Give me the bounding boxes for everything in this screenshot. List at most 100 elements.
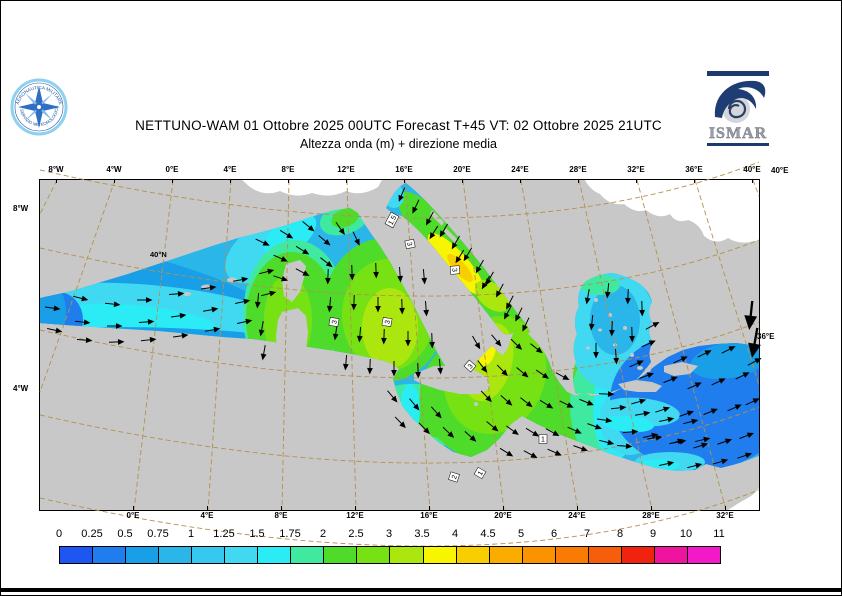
outside-domain-region <box>585 180 759 243</box>
axis-label-top: 12°E <box>337 165 355 174</box>
axis-label-bottom: 20°E <box>494 511 512 520</box>
axis-label-left: 8°W <box>13 204 29 213</box>
axis-label-right-36e: 36°E <box>757 332 775 341</box>
colorbar-tick-label: 2.5 <box>348 528 364 540</box>
islands <box>183 210 698 406</box>
axis-label-bottom: 32°E <box>716 511 734 520</box>
axis-tick <box>404 179 405 183</box>
axis-label-right-40e: 40°E <box>771 166 789 175</box>
axis-tick <box>172 179 173 183</box>
colorbar-cell <box>159 547 193 563</box>
axis-label-top: 8°E <box>281 165 295 174</box>
axis-tick <box>281 506 282 510</box>
axis-label-top: 0°E <box>165 165 179 174</box>
colorbar-cell <box>687 547 720 563</box>
colorbar-tick-label: 1.75 <box>279 528 301 540</box>
axis-tick <box>725 506 726 510</box>
axis-tick <box>694 179 695 183</box>
axis-label-bottom: 28°E <box>642 511 660 520</box>
axis-tick <box>207 506 208 510</box>
svg-text:1: 1 <box>477 470 485 477</box>
axis-label-top: 4°W <box>106 165 122 174</box>
latitude-label-40n: 40°N <box>150 250 167 259</box>
svg-text:2: 2 <box>451 474 459 480</box>
axis-label-bottom: 0°E <box>126 511 140 520</box>
colorbar-cell <box>93 547 127 563</box>
axis-label-left: 4°W <box>13 384 29 393</box>
colorbar-cell <box>390 547 424 563</box>
colorbar-tick-label: 3.5 <box>414 528 430 540</box>
axis-tick <box>230 179 231 183</box>
colorbar-tick-label: 3 <box>385 528 393 540</box>
colorbar-tick-label: 5 <box>517 528 525 540</box>
axis-label-top: 4°E <box>223 165 237 174</box>
colorbar-cell <box>654 547 688 563</box>
axis-tick <box>520 179 521 183</box>
bottom-border-bar <box>1 588 841 592</box>
colorbar-cell <box>258 547 292 563</box>
edge-wave-arrows <box>744 301 761 358</box>
axis-tick <box>429 506 430 510</box>
colorbar-cell <box>621 547 655 563</box>
axis-tick <box>577 506 578 510</box>
ismar-text: ISMAR <box>709 125 767 142</box>
wave-direction-arrows <box>44 187 762 469</box>
svg-text:3: 3 <box>384 320 392 325</box>
axis-label-top: 28°E <box>569 165 587 174</box>
axis-tick <box>752 179 753 183</box>
axis-tick <box>651 506 652 510</box>
colorbar-tick-label: 10 <box>679 528 693 540</box>
axis-tick <box>288 179 289 183</box>
axis-tick <box>56 179 57 183</box>
aeronautica-militare-logo: AERONAUTICA MILITARE SERVIZIO METEOROLOG… <box>10 78 68 136</box>
colorbar-tick-label: 0.75 <box>147 528 169 540</box>
colorbar-tick-label: 7 <box>583 528 591 540</box>
axis-label-top: 20°E <box>453 165 471 174</box>
wave-icon <box>714 80 766 118</box>
colorbar-tick-label: 9 <box>649 528 657 540</box>
wave-height-colorbar <box>59 546 721 564</box>
colorbar-cell <box>126 547 160 563</box>
colorbar-tick-label: 4.5 <box>480 528 496 540</box>
colorbar-cell <box>192 547 226 563</box>
colorbar-cell <box>324 547 358 563</box>
axis-label-bottom: 12°E <box>346 511 364 520</box>
colorbar-tick-label: 8 <box>616 528 624 540</box>
colorbar-cell <box>423 547 457 563</box>
axis-tick <box>355 506 356 510</box>
axis-tick <box>133 506 134 510</box>
axis-label-top: 40°E <box>743 165 761 174</box>
axis-tick <box>636 179 637 183</box>
colorbar-cell <box>555 547 589 563</box>
colorbar-cell <box>489 547 523 563</box>
cnr-spiral-icon <box>727 99 747 119</box>
axis-label-bottom: 4°E <box>200 511 214 520</box>
colorbar-cell <box>357 547 391 563</box>
svg-text:1: 1 <box>541 437 545 444</box>
svg-text:1.5: 1.5 <box>388 214 399 226</box>
colorbar-cell <box>291 547 325 563</box>
axis-label-top: 8°W <box>48 165 64 174</box>
outside-domain-region <box>728 488 759 510</box>
axis-label-top: 24°E <box>511 165 529 174</box>
colorbar-tick-label: 1.25 <box>213 528 235 540</box>
axis-label-top: 32°E <box>627 165 645 174</box>
colorbar-tick-label: 1.5 <box>249 528 265 540</box>
axis-label-bottom: 24°E <box>568 511 586 520</box>
colorbar-tick-label: 2 <box>319 528 327 540</box>
contour-labels: 1.5 3 3 3 3 3 2 1 1 <box>328 211 548 483</box>
colorbar-cell <box>60 547 94 563</box>
colorbar-tick-label: 11 <box>713 528 725 540</box>
axis-tick <box>462 179 463 183</box>
colorbar-cell <box>588 547 622 563</box>
colorbar-tick-label: 4 <box>451 528 459 540</box>
svg-text:3: 3 <box>331 320 339 325</box>
colorbar-tick-label: 0.5 <box>117 528 133 540</box>
axis-tick <box>503 506 504 510</box>
axis-label-bottom: 8°E <box>274 511 288 520</box>
svg-text:3: 3 <box>467 363 475 371</box>
colorbar-tick-label: 6 <box>550 528 558 540</box>
axis-tick <box>346 179 347 183</box>
